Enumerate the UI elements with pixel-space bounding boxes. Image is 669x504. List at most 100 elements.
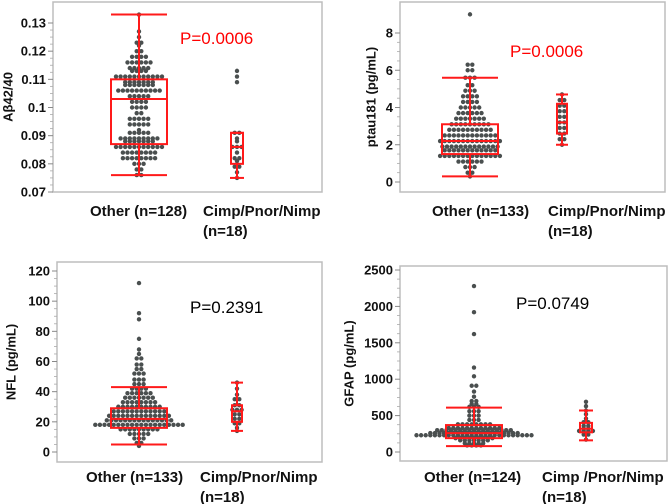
data-point (428, 433, 433, 438)
data-point (470, 99, 475, 105)
group-other (93, 280, 185, 449)
data-point (152, 400, 158, 405)
data-point (143, 99, 149, 105)
p-value-annotation: P=0.0006 (180, 29, 253, 48)
data-point (471, 310, 477, 315)
data-point (127, 139, 132, 144)
data-point (132, 377, 137, 382)
chart-panel-4: 0 500 1000 1500 2000 2500 GFAP (pg/mL) Other (n… (341, 263, 668, 504)
y-tick-label: 4 (386, 100, 394, 115)
data-point (120, 150, 126, 155)
chart-panel-1: 0.07 0.08 0.09 0.1 0.11 0.12 0.13 Aβ42/40 Other … (0, 1, 323, 240)
data-point (139, 68, 144, 74)
data-point (129, 409, 135, 414)
y-tick-label: 2000 (364, 299, 393, 314)
data-point (132, 144, 137, 150)
data-point (148, 150, 153, 155)
data-point (127, 116, 132, 121)
data-point (146, 122, 151, 127)
x-category-label: (n=18) (203, 223, 248, 240)
data-point (449, 144, 454, 149)
iqr-box (110, 78, 168, 146)
data-point (134, 48, 139, 54)
y-tick-label: 0 (386, 175, 393, 190)
data-point (456, 159, 461, 164)
data-point (134, 400, 139, 405)
data-point (234, 79, 240, 85)
group-cimp-pnor-nimp (556, 92, 568, 147)
data-point (471, 365, 477, 370)
data-point (127, 122, 132, 127)
data-point (488, 127, 493, 133)
group-other (414, 283, 534, 448)
data-point (497, 433, 502, 438)
data-point (141, 130, 146, 136)
data-point (146, 130, 151, 136)
chart-panel-3: 0 20 40 60 80 100 120 NFL (pg/mL) Other (n=133) C… (3, 261, 323, 504)
data-point (127, 395, 132, 400)
y-tick-label: 0.12 (21, 44, 46, 59)
data-point (143, 54, 149, 59)
data-point (141, 371, 146, 376)
data-point (467, 413, 472, 418)
data-point (134, 356, 139, 361)
x-category-label: Other (n=133) (432, 203, 529, 220)
data-point (162, 409, 167, 414)
data-point (479, 159, 484, 164)
data-point (111, 422, 116, 428)
data-point (120, 88, 126, 93)
iqr-box (441, 123, 499, 156)
data-point (127, 94, 132, 99)
data-point (136, 311, 142, 316)
data-point (120, 156, 126, 161)
iqr-box (230, 131, 244, 165)
group-cimp-pnor-nimp (230, 380, 244, 434)
data-point (113, 74, 119, 79)
data-point (586, 432, 591, 437)
data-point (134, 390, 139, 396)
data-point (127, 82, 132, 88)
data-point (139, 422, 144, 428)
data-point (139, 110, 144, 116)
data-point (148, 422, 153, 428)
data-point (460, 159, 466, 164)
data-point (483, 148, 489, 153)
data-point (423, 433, 428, 438)
data-point (141, 436, 146, 441)
data-point (458, 144, 463, 149)
y-tick-label: 6 (386, 63, 393, 78)
data-point (148, 156, 153, 161)
y-tick-label: 40 (36, 384, 50, 399)
data-point (134, 150, 139, 155)
y-tick-label: 80 (36, 324, 50, 339)
data-point (234, 150, 240, 155)
data-point (134, 88, 139, 93)
data-point (476, 417, 481, 423)
data-point (120, 400, 126, 405)
data-point (470, 82, 475, 88)
data-point (146, 94, 151, 99)
data-point (232, 397, 237, 402)
data-point (139, 356, 144, 361)
data-point (123, 82, 128, 88)
data-point (442, 148, 447, 153)
data-point (127, 130, 132, 136)
data-point (157, 88, 162, 93)
x-category-label: Cimp /Pnor/Nimp (542, 469, 664, 486)
data-point (414, 433, 419, 438)
data-point (129, 390, 135, 396)
data-point (471, 374, 477, 379)
data-point (451, 148, 457, 153)
y-axis-label: NFL (pg/mL) (3, 324, 18, 400)
data-point (116, 422, 121, 428)
data-point (456, 148, 461, 153)
data-point (141, 395, 146, 400)
y-tick-label: 2500 (364, 263, 393, 278)
data-point (470, 170, 475, 175)
data-point (127, 74, 132, 79)
data-point (237, 397, 242, 402)
data-point (471, 389, 477, 394)
data-point (471, 394, 477, 399)
x-category-label: Other (n=133) (86, 469, 183, 486)
data-point (134, 422, 139, 428)
